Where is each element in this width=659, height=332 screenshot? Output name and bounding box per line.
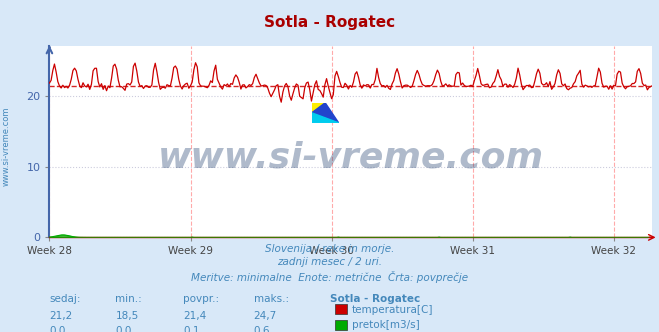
Text: Sotla - Rogatec: Sotla - Rogatec bbox=[330, 294, 420, 304]
Text: 21,2: 21,2 bbox=[49, 311, 72, 321]
Polygon shape bbox=[312, 103, 339, 123]
Text: www.si-vreme.com: www.si-vreme.com bbox=[158, 140, 544, 174]
Text: www.si-vreme.com: www.si-vreme.com bbox=[2, 106, 11, 186]
Text: 0,0: 0,0 bbox=[49, 326, 66, 332]
Text: 0,0: 0,0 bbox=[115, 326, 132, 332]
Text: povpr.:: povpr.: bbox=[183, 294, 219, 304]
Text: Meritve: minimalne  Enote: metrične  Črta: povprečje: Meritve: minimalne Enote: metrične Črta:… bbox=[191, 271, 468, 283]
Text: 18,5: 18,5 bbox=[115, 311, 138, 321]
Text: zadnji mesec / 2 uri.: zadnji mesec / 2 uri. bbox=[277, 257, 382, 267]
Text: 21,4: 21,4 bbox=[183, 311, 206, 321]
Polygon shape bbox=[312, 113, 339, 123]
Text: pretok[m3/s]: pretok[m3/s] bbox=[352, 320, 420, 330]
Text: Slovenija / reke in morje.: Slovenija / reke in morje. bbox=[265, 244, 394, 254]
Text: 0,1: 0,1 bbox=[183, 326, 200, 332]
Text: 24,7: 24,7 bbox=[254, 311, 277, 321]
Text: maks.:: maks.: bbox=[254, 294, 289, 304]
Text: min.:: min.: bbox=[115, 294, 142, 304]
Text: 0,6: 0,6 bbox=[254, 326, 270, 332]
Text: sedaj:: sedaj: bbox=[49, 294, 81, 304]
Text: temperatura[C]: temperatura[C] bbox=[352, 305, 434, 315]
Polygon shape bbox=[312, 103, 325, 113]
Text: Sotla - Rogatec: Sotla - Rogatec bbox=[264, 15, 395, 30]
